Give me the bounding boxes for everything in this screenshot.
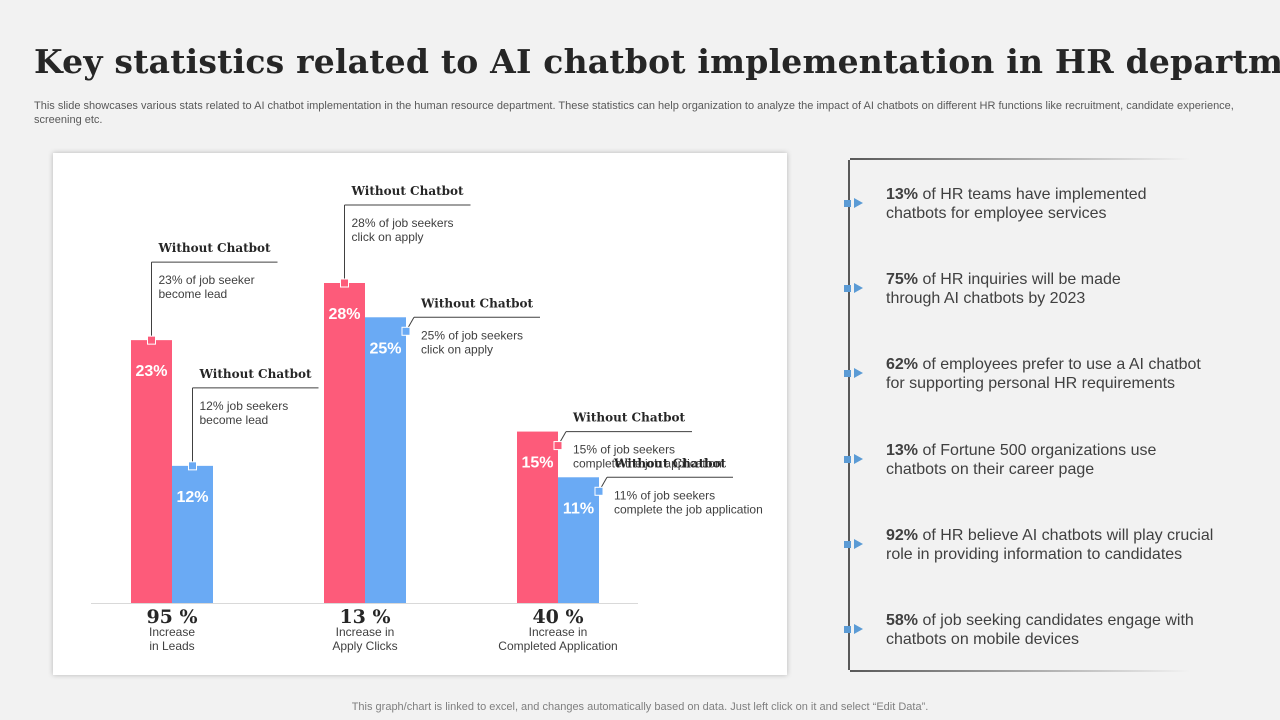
stat-line2: chatbots on mobile devices bbox=[886, 631, 1079, 648]
bar-2-1 bbox=[558, 477, 599, 603]
arrow-bullet-icon bbox=[844, 454, 870, 466]
stat-line1: of HR inquiries will be made bbox=[918, 271, 1121, 288]
category-value: 40 % bbox=[532, 606, 583, 628]
callout-marker bbox=[147, 335, 156, 345]
arrow-bullet-icon bbox=[844, 283, 870, 295]
callout-marker bbox=[188, 461, 197, 471]
bar-value-label: 23% bbox=[135, 363, 167, 380]
arrow-bullet-icon bbox=[844, 368, 870, 380]
chart-panel[interactable]: 23% 28% 15% 12% 25% 11% 95 % Increase in Leads 13… bbox=[53, 153, 787, 675]
category-label: Apply Clicks bbox=[332, 639, 397, 653]
stat-value: 92% bbox=[886, 527, 919, 544]
callout-title: Without Chatbot bbox=[613, 456, 727, 470]
bar-1-0 bbox=[324, 283, 365, 603]
category-label: in Leads bbox=[149, 639, 194, 653]
stat-line2: role in providing information to candida… bbox=[886, 546, 1183, 563]
callout-text: become lead bbox=[159, 287, 228, 301]
callout-text: 15% of job seekers bbox=[573, 443, 675, 457]
callout-marker bbox=[340, 278, 349, 288]
callout-text: click on apply bbox=[421, 342, 493, 356]
bar-value-label: 12% bbox=[176, 489, 208, 506]
arrow-bullet-icon bbox=[844, 624, 870, 636]
category-label: Increase in bbox=[529, 625, 588, 639]
category-value: 95 % bbox=[146, 606, 197, 628]
bar-2-0 bbox=[517, 431, 558, 603]
category-label: Increase bbox=[149, 625, 195, 639]
stat-value: 58% bbox=[886, 612, 919, 629]
bar-value-label: 11% bbox=[563, 500, 594, 517]
callout-marker bbox=[553, 441, 563, 451]
arrow-bullet-icon bbox=[844, 539, 870, 551]
stat-line1: of Fortune 500 organizations use bbox=[918, 442, 1157, 459]
stat-text: 58% of job seeking candidates engage wit… bbox=[886, 611, 1226, 649]
stat-line1: of employees prefer to use a AI chatbot bbox=[918, 356, 1201, 373]
category-value: 13 % bbox=[339, 606, 390, 628]
stat-line2: through AI chatbots by 2023 bbox=[886, 290, 1086, 307]
stat-line2: chatbots on their career page bbox=[886, 461, 1095, 478]
stat-value: 13% bbox=[886, 186, 919, 203]
callout-text: become lead bbox=[200, 413, 269, 427]
stat-value: 75% bbox=[886, 271, 919, 288]
stat-text: 92% of HR believe AI chatbots will play … bbox=[886, 526, 1226, 564]
callout-text: 25% of job seekers bbox=[421, 328, 523, 342]
callout-text: 28% of job seekers bbox=[352, 216, 454, 230]
page-title: Key statistics related to AI chatbot imp… bbox=[34, 42, 1280, 81]
stat-line1: of HR believe AI chatbots will play cruc… bbox=[918, 527, 1214, 544]
callout-text: 11% of job seekers bbox=[614, 488, 715, 502]
bar-1-1 bbox=[365, 317, 406, 603]
bar-0-0 bbox=[131, 340, 172, 603]
callout-title: Without Chatbot bbox=[572, 411, 686, 425]
callout-marker bbox=[401, 326, 411, 336]
page-description: This slide showcases various stats relat… bbox=[34, 100, 1234, 126]
stat-value: 62% bbox=[886, 356, 919, 373]
footnote: This graph/chart is linked to excel, and… bbox=[351, 701, 929, 713]
stats-bottom-border bbox=[850, 670, 1190, 672]
stat-text: 13% of Fortune 500 organizations use chat… bbox=[886, 441, 1226, 479]
callout-title: Without Chatbot bbox=[420, 296, 534, 310]
callout-title: Without Chatbot bbox=[351, 184, 465, 198]
bar-0-1 bbox=[172, 465, 213, 603]
stat-text: 75% of HR inquiries will be made through … bbox=[886, 270, 1226, 308]
category-label: Increase in bbox=[336, 625, 395, 639]
stat-line2: chatbots for employee services bbox=[886, 205, 1107, 222]
stat-line2: for supporting personal HR requirements bbox=[886, 375, 1176, 392]
bar-value-label: 15% bbox=[521, 455, 553, 472]
callout-marker bbox=[594, 486, 604, 496]
arrow-bullet-icon bbox=[844, 198, 870, 210]
callout-title: Without Chatbot bbox=[158, 241, 272, 255]
stat-line1: of HR teams have implemented bbox=[918, 186, 1147, 203]
callout-text: click on apply bbox=[352, 230, 424, 244]
stats-top-border bbox=[850, 158, 1190, 160]
bar-value-label: 28% bbox=[328, 306, 360, 323]
callout-text: 23% of job seeker bbox=[159, 273, 255, 287]
stat-text: 62% of employees prefer to use a AI chat… bbox=[886, 355, 1226, 393]
callout-text: complete the job application bbox=[573, 457, 722, 471]
stat-text: 13% of HR teams have implemented chatbots… bbox=[886, 185, 1226, 223]
bar-value-label: 25% bbox=[369, 340, 401, 357]
callout-title: Without Chatbot bbox=[199, 367, 313, 381]
callout-text: 12% job seekers bbox=[200, 399, 289, 413]
stats-list: 13% of HR teams have implemented chatbots… bbox=[844, 158, 1213, 672]
callout-text: complete the job application bbox=[614, 502, 763, 516]
stat-line1: of job seeking candidates engage with bbox=[918, 612, 1194, 629]
stat-value: 13% bbox=[886, 442, 919, 459]
category-label: Completed Application bbox=[498, 639, 617, 653]
